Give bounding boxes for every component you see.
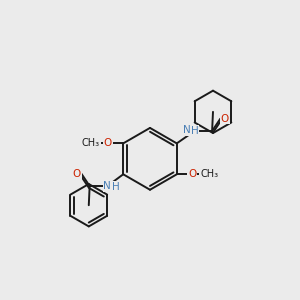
Text: N: N [183,125,191,135]
Text: CH₃: CH₃ [200,169,218,179]
Text: O: O [188,169,196,179]
Text: H: H [190,126,198,136]
Text: CH₃: CH₃ [82,138,100,148]
Text: O: O [73,169,81,179]
Text: H: H [112,182,120,192]
Text: O: O [220,114,229,124]
Text: O: O [104,138,112,148]
Text: N: N [103,181,111,191]
